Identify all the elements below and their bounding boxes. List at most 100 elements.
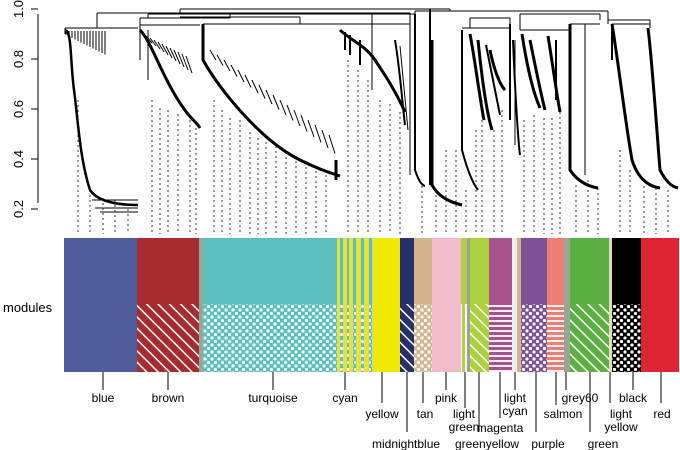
module-label-yellow: yellow <box>365 407 399 421</box>
color-bar-pattern-black <box>612 304 641 372</box>
dendrogram-cluster <box>414 14 426 187</box>
dendrogram-cluster <box>646 27 679 190</box>
y-tick-label: 0.4 <box>11 150 26 168</box>
dendrogram-branch <box>265 89 273 105</box>
color-bar-segment-lightyellow <box>609 238 612 372</box>
color-bar-segment-pink <box>432 238 461 372</box>
dendrogram-branch <box>321 129 329 149</box>
dendrogram-branch <box>223 59 231 72</box>
dendrogram-cluster <box>520 33 542 109</box>
dendrogram-branch <box>272 94 280 110</box>
dendrogram-cluster <box>138 28 202 129</box>
color-bar-pattern-turquoise <box>361 304 364 372</box>
color-bar-segment-grey60 <box>467 238 470 372</box>
color-bar-pattern-magenta <box>489 304 512 372</box>
dendrogram-branch <box>485 44 501 116</box>
dendrogram-branch <box>169 47 177 62</box>
color-bar-segment-cyan <box>337 238 340 372</box>
dendrogram-branch <box>149 37 157 47</box>
dendrogram-cluster <box>394 39 406 126</box>
module-label-pink: pink <box>435 391 458 405</box>
module-color-bar <box>64 238 679 372</box>
dendrogram-cluster <box>468 33 486 121</box>
dendrogram-cluster <box>201 24 341 178</box>
dendrogram-branch <box>314 124 322 143</box>
module-label-lightyellow: light yellow <box>604 407 638 434</box>
y-tick-label: 0.2 <box>11 200 26 218</box>
module-label-tan: tan <box>417 407 434 421</box>
leaf-dashed-lines <box>77 60 669 234</box>
dendrogram-cluster <box>546 35 562 113</box>
module-label-turquoise: turquoise <box>248 391 298 405</box>
dendrogram-cluster <box>512 39 521 156</box>
color-bar-segment-cyan <box>343 238 347 372</box>
dendrogram-branch <box>209 49 217 61</box>
color-bar-pattern-turquoise <box>353 304 356 372</box>
color-bar-segment-grey60 <box>199 238 203 372</box>
dendrogram-branch <box>153 39 161 50</box>
dendrogram-branch <box>328 134 336 154</box>
dendrogram-branch <box>161 43 169 56</box>
dendrogram-branch <box>399 45 409 131</box>
module-label-red: red <box>653 407 670 421</box>
y-tick-label: 0.8 <box>11 50 26 68</box>
dendrogram-tree <box>64 8 679 213</box>
color-bar-segment-red <box>641 238 679 372</box>
color-bar-pattern-midnightblue <box>400 304 414 372</box>
dendrogram-branch <box>165 45 173 59</box>
y-axis: 0.2 0.4 0.6 0.8 1.0 <box>11 0 39 218</box>
dendrogram-branch <box>307 119 315 138</box>
dendrogram-cluster <box>476 39 494 131</box>
dendrogram-cluster <box>430 40 463 207</box>
module-label-purple: purple <box>531 437 565 450</box>
dendrogram-branch <box>181 53 189 71</box>
dendrogram-branch <box>286 104 294 121</box>
modules-row-label: modules <box>3 300 53 315</box>
module-label-midnightblue: midnightblue <box>372 437 440 450</box>
dendrogram-cluster <box>568 24 599 190</box>
color-bar-pattern-turquoise <box>340 304 343 372</box>
color-bar-pattern-turquoise <box>369 304 372 372</box>
module-label-magenta: magenta <box>477 421 524 435</box>
dendrogram-branch <box>279 99 287 116</box>
dendrogram-branch <box>300 114 308 132</box>
color-bar-pattern-turquoise <box>203 304 337 372</box>
y-tick-label: 0.6 <box>11 100 26 118</box>
color-bar-segment-cyan <box>349 238 353 372</box>
dendrogram-branch <box>157 41 165 53</box>
module-label-lightgreen: light green <box>449 407 480 434</box>
dendrogram-branch <box>177 51 185 68</box>
dendrogram-branch <box>141 33 149 41</box>
dendrogram-branch <box>293 109 301 127</box>
module-labels: blue brown turquoise cyan yellow midnightblue… <box>92 372 671 450</box>
module-label-cyan: cyan <box>332 391 357 405</box>
color-bar-segment-yellow <box>376 238 400 372</box>
color-bar-pattern-turquoise <box>347 304 349 372</box>
module-label-brown: brown <box>152 391 185 405</box>
dendrogram-branch <box>185 55 193 74</box>
module-label-grey60: grey60 <box>562 391 599 405</box>
dendrogram-cluster <box>488 49 507 92</box>
dendrogram-branch <box>237 69 245 83</box>
module-label-blue: blue <box>92 391 115 405</box>
module-label-lightcyan: light cyan <box>502 391 527 418</box>
color-bar-segment-blue <box>64 238 137 372</box>
color-bar-segment-cyan <box>356 238 361 372</box>
color-bar-pattern-green <box>570 304 612 372</box>
dendrogram-branch <box>258 84 266 99</box>
dendrogram-branch <box>173 49 181 65</box>
color-bar-pattern-greenyellow <box>470 304 489 372</box>
color-bar-segment-cyan <box>364 238 369 372</box>
dendrogram-cluster <box>610 23 661 190</box>
color-bar-pattern-purple <box>521 304 547 372</box>
dendrogram-branch <box>244 74 252 88</box>
module-label-greenyellow: greenyellow <box>455 437 519 450</box>
dendrogram-branch <box>216 54 224 66</box>
color-bar-pattern-brown <box>137 304 199 372</box>
color-bar-segment-cyan <box>372 238 376 372</box>
module-label-green: green <box>588 437 619 450</box>
color-bar-pattern-salmon <box>547 304 564 372</box>
color-bar-segment-lightcyan <box>512 238 517 372</box>
